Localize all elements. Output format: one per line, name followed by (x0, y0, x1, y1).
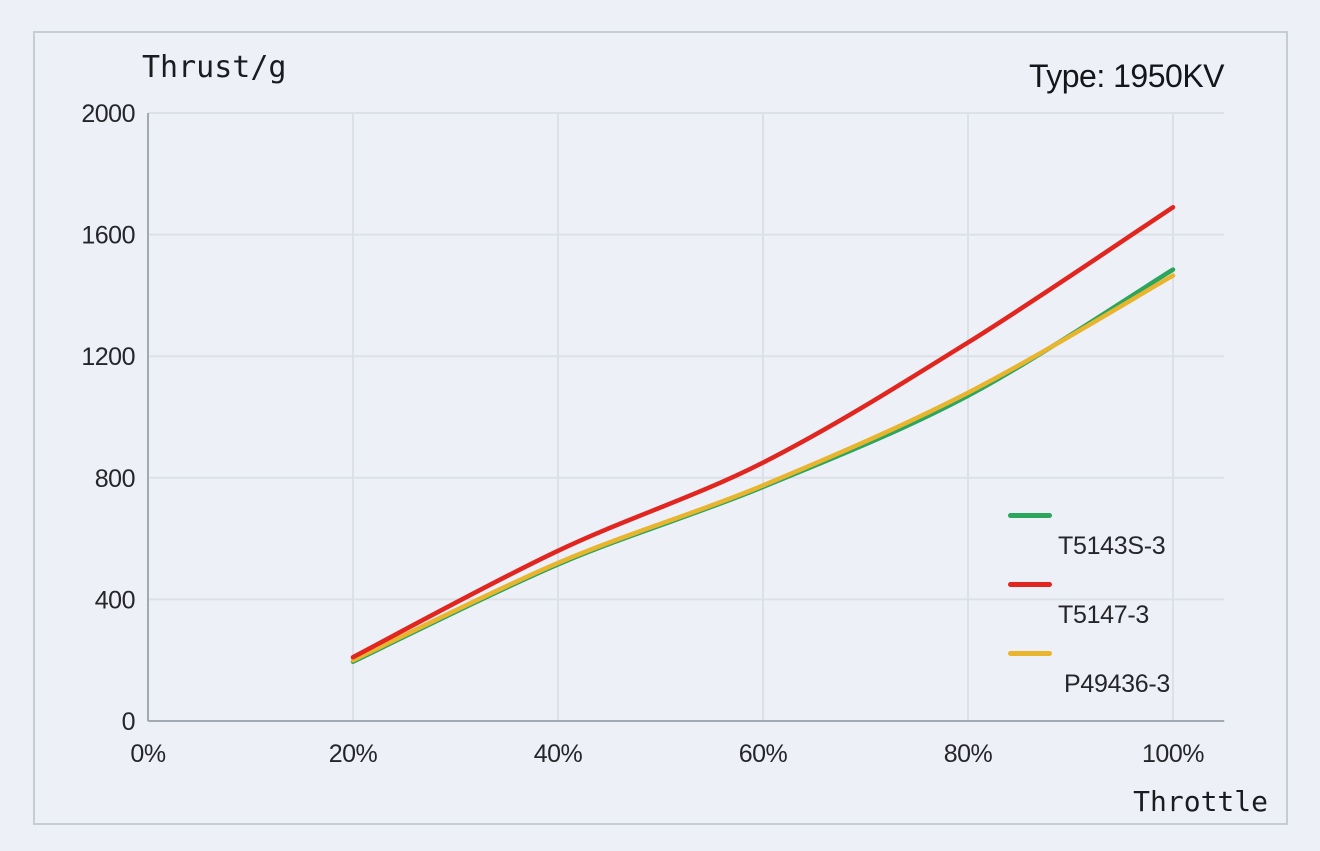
x-tick-label: 20% (329, 740, 378, 768)
y-tick-label: 2000 (81, 100, 135, 128)
x-tick-label: 60% (739, 740, 788, 768)
series-line-t5147-3 (350, 204, 1176, 660)
y-tick-label: 1600 (81, 222, 135, 250)
y-tick-label: 0 (122, 708, 135, 736)
x-tick-label: 80% (944, 740, 993, 768)
x-tick-label: 0% (130, 740, 165, 768)
y-tick-label: 800 (95, 465, 135, 493)
motor-type-label: Type: 1950KV (1028, 58, 1225, 94)
x-axis-title: Throttle (1133, 785, 1268, 818)
chart-panel (33, 31, 1288, 825)
y-tick-label: 400 (95, 586, 135, 614)
series-line-p49436-3 (350, 273, 1176, 663)
x-tick-label: 40% (534, 740, 583, 768)
chart-title: Thrust/g (142, 50, 287, 85)
y-tick-label: 1200 (81, 343, 135, 371)
x-tick-label: 100% (1142, 740, 1204, 768)
